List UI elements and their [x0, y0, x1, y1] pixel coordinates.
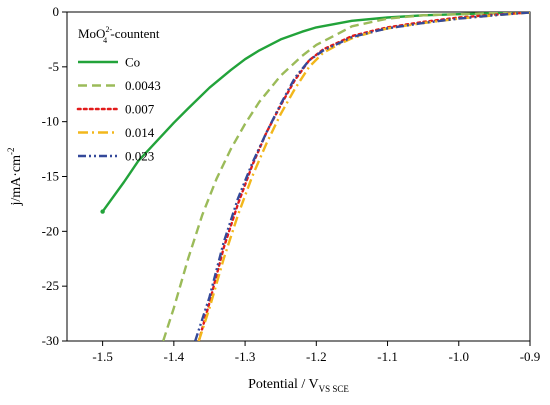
- tick-layer: -1.5 -1.4 -1.3 -1.2 -1.1 -1.0 -0.9 0 -5 -10 -15 -20…: [42, 4, 541, 364]
- legend-label-4: 0.014: [125, 125, 155, 140]
- y-tick-label: 0: [53, 4, 60, 19]
- legend-label-3: 0.007: [125, 102, 155, 117]
- legend-title: MoO2- 4 -countent: [78, 25, 160, 45]
- y-tick-label: -30: [42, 333, 59, 348]
- y-tick-label: -25: [42, 278, 59, 293]
- legend-title-superscript: 2-: [105, 25, 112, 34]
- series-line-1: [101, 12, 530, 213]
- y-tick-label: -10: [42, 114, 59, 129]
- series-endpoint-marker: [100, 209, 105, 214]
- x-axis-title-subscript: VS SCE: [319, 384, 350, 394]
- y-tick-label: -20: [42, 223, 59, 238]
- legend: MoO2- 4 -countent Co 0.0043 0.007 0.014 0.023: [76, 25, 161, 164]
- legend-label-2: 0.0043: [125, 78, 161, 93]
- series-line-5: [194, 12, 530, 341]
- series-line-2: [162, 12, 530, 341]
- legend-label-1: Co: [125, 55, 140, 70]
- legend-title-main: MoO: [78, 26, 105, 41]
- y-axis-title-main: j/mA·cm: [9, 155, 24, 207]
- x-axis-title: Potential / VVS SCE: [248, 377, 349, 394]
- y-tick-label: -15: [42, 169, 59, 184]
- legend-items: Co 0.0043 0.007 0.014 0.023: [76, 55, 161, 164]
- legend-label-5: 0.023: [125, 149, 154, 164]
- y-axis-title: j/mA·cm-2: [6, 147, 24, 206]
- x-tick-label: -1.0: [448, 349, 469, 364]
- y-axis-title-superscript: -2: [6, 147, 16, 155]
- legend-title-rest: -countent: [107, 26, 160, 41]
- series-layer: [100, 12, 530, 341]
- legend-title-subscript: 4: [103, 36, 107, 45]
- x-tick-label: -1.2: [306, 349, 327, 364]
- x-tick-label: -0.9: [520, 349, 541, 364]
- series-line-4: [197, 12, 530, 341]
- x-tick-label: -1.5: [92, 349, 113, 364]
- x-tick-label: -1.4: [164, 349, 185, 364]
- series-line-3: [197, 12, 530, 341]
- x-tick-label: -1.3: [235, 349, 256, 364]
- x-tick-label: -1.1: [377, 349, 398, 364]
- x-axis-title-main: Potential / V: [248, 377, 319, 392]
- y-tick-label: -5: [48, 59, 59, 74]
